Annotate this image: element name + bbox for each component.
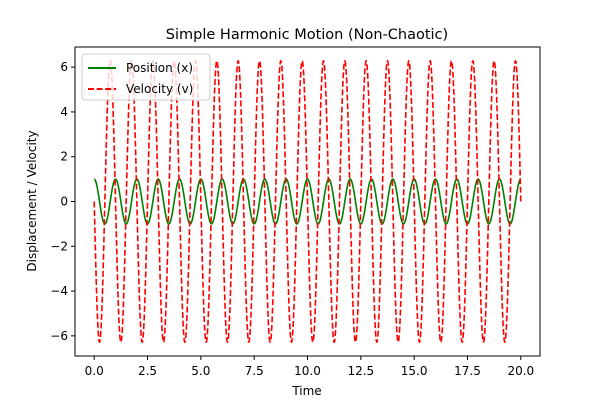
legend-label-velocity: Velocity (v) bbox=[126, 82, 193, 96]
series-layer bbox=[93, 60, 522, 343]
x-axis: 0.0 2.5 5.0 7.5 10.0 12.5 15.0 17.5 20.0 bbox=[85, 356, 534, 378]
y-tick-label: −4 bbox=[50, 284, 68, 298]
y-tick-label: 0 bbox=[60, 195, 68, 209]
x-tick-label: 0.0 bbox=[85, 364, 104, 378]
x-axis-label: Time bbox=[291, 384, 321, 398]
series-line-velocity bbox=[93, 60, 522, 343]
x-tick-label: 15.0 bbox=[401, 364, 428, 378]
series-line-position bbox=[93, 178, 522, 225]
x-tick-label: 5.0 bbox=[191, 364, 210, 378]
y-tick-label: 2 bbox=[60, 150, 68, 164]
y-tick-label: 4 bbox=[60, 105, 68, 119]
legend: Position (x) Velocity (v) bbox=[81, 53, 211, 101]
x-tick-label: 20.0 bbox=[507, 364, 534, 378]
chart-title: Simple Harmonic Motion (Non-Chaotic) bbox=[166, 27, 448, 43]
y-axis: −6 −4 −2 0 2 4 6 bbox=[50, 60, 75, 343]
y-tick-label: 6 bbox=[60, 60, 68, 74]
y-tick-label: −2 bbox=[50, 239, 68, 253]
x-tick-label: 12.5 bbox=[347, 364, 374, 378]
y-axis-label: Displacement / Velocity bbox=[25, 130, 39, 271]
x-tick-label: 17.5 bbox=[454, 364, 481, 378]
y-tick-label: −6 bbox=[50, 329, 68, 343]
x-tick-label: 2.5 bbox=[138, 364, 157, 378]
x-tick-label: 7.5 bbox=[245, 364, 264, 378]
x-tick-label: 10.0 bbox=[294, 364, 321, 378]
legend-label-position: Position (x) bbox=[126, 61, 193, 75]
